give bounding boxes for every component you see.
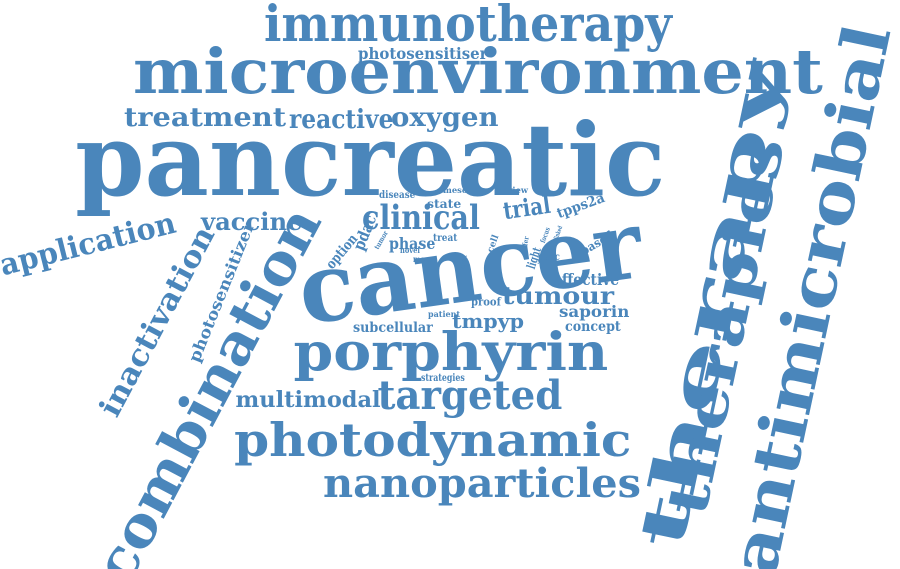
word-clinical: clinical	[361, 198, 480, 238]
word-photodynamic: photodynamic	[234, 413, 632, 467]
word-microenvironment: microenvironment	[133, 35, 823, 108]
word-treatment: treatment	[123, 103, 287, 133]
word-proof: proof	[471, 295, 501, 309]
word-tumour: tumour	[502, 281, 615, 310]
word-pancreatic: pancreatic	[75, 101, 666, 219]
word-multimodal: multimodal	[235, 387, 381, 413]
word-vaccine: vaccine	[200, 207, 303, 236]
word-disease: disease	[379, 190, 416, 201]
word-patient: patient	[428, 309, 461, 319]
word-trial: trial	[501, 189, 553, 226]
word-nanoparticles: nanoparticles	[322, 460, 641, 507]
word-meso: meso	[443, 185, 468, 195]
word-treat: treat	[432, 233, 458, 244]
word-targeted: targeted	[377, 372, 563, 419]
word-concept: concept	[565, 319, 621, 335]
word-strategies: strategies	[420, 373, 465, 384]
word-more: more	[412, 254, 434, 264]
word-immunotherapy: immunotherapy	[263, 0, 672, 53]
word-panc: panc	[537, 252, 560, 263]
word-phase: phase	[388, 234, 436, 253]
word-review: review	[498, 185, 528, 195]
word-subcellular: subcellular	[353, 320, 433, 336]
word-reactive: reactive	[288, 105, 394, 135]
word-porphyrin: porphyrin	[293, 322, 609, 383]
word-offer: offer	[519, 235, 531, 253]
word-application: application	[0, 205, 180, 284]
word-oxygen: oxygen	[390, 103, 499, 133]
word-tmpyp: tmpyp	[451, 309, 525, 333]
word-effect: effect	[457, 254, 469, 270]
word-photosensitiser: photosensitiser	[358, 44, 488, 63]
word-saporin: saporin	[558, 302, 630, 321]
word-state: state	[427, 197, 462, 211]
word-effective: effective	[553, 270, 620, 289]
word-novel: novel	[400, 245, 420, 255]
